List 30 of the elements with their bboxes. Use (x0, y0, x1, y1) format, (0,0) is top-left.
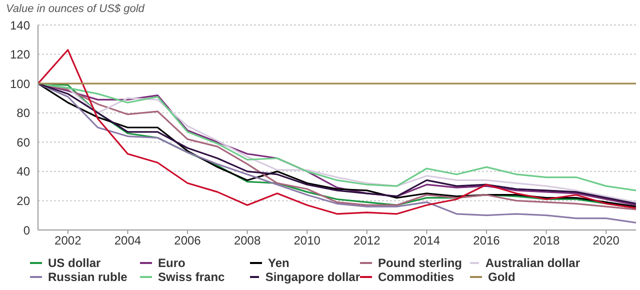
legend-label: Swiss franc (158, 270, 225, 284)
y-tick-label: 120 (10, 48, 30, 62)
y-tick-label: 60 (16, 135, 30, 150)
x-tick-label: 2006 (174, 234, 202, 248)
legend-label: US dollar (48, 256, 101, 270)
y-axis-title: Value in ounces of US$ gold (6, 3, 144, 15)
x-tick-label: 2008 (234, 234, 261, 248)
x-tick-label: 2010 (294, 234, 321, 248)
x-tick-label: 2020 (592, 234, 620, 248)
y-tick-label: 100 (10, 76, 30, 91)
legend-label: Russian ruble (48, 270, 128, 284)
legend-label: Commodities (378, 270, 454, 284)
x-tick-label: 2018 (532, 234, 560, 248)
legend-label: Yen (268, 256, 290, 270)
y-tick-label: 40 (16, 164, 30, 179)
line-series (38, 49, 636, 215)
legend-label: Singapore dollar (265, 270, 360, 284)
y-tick-label: 0 (23, 223, 30, 238)
legend-label: Pound sterling (378, 256, 462, 270)
y-tick-label: 140 (10, 18, 30, 32)
legend-label: Australian dollar (485, 256, 580, 270)
x-tick-label: 2002 (54, 234, 82, 248)
legend-label: Euro (158, 256, 186, 270)
legend-label: Gold (488, 270, 516, 284)
y-tick-label: 20 (16, 194, 30, 208)
x-tick-label: 2016 (473, 234, 500, 248)
x-tick-label: 2012 (354, 234, 381, 248)
y-tick-label: 80 (16, 106, 30, 120)
x-tick-label: 2004 (114, 234, 142, 248)
x-tick-label: 2014 (413, 234, 440, 248)
